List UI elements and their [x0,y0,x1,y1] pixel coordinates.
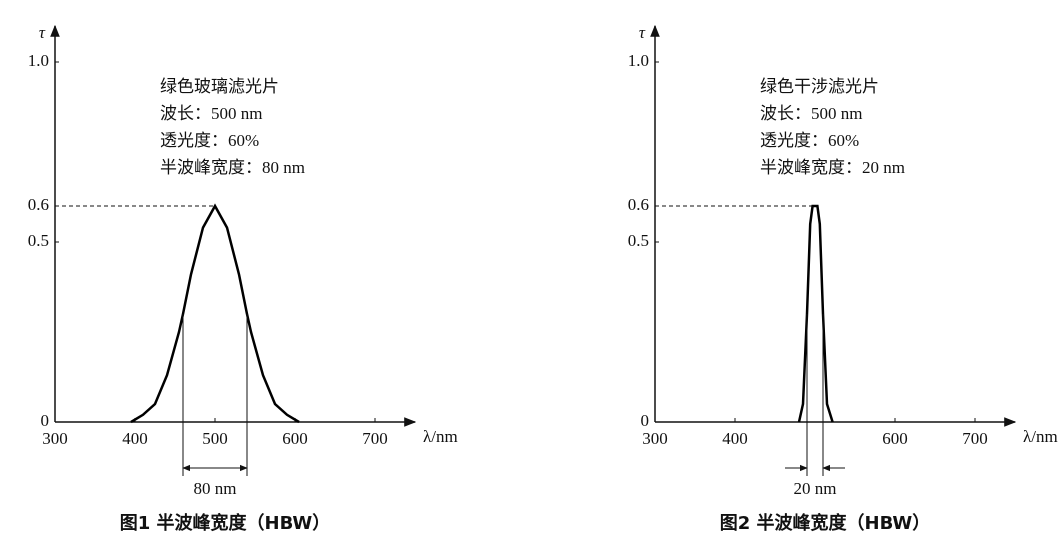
x-tick-label: 700 [362,429,388,448]
x-tick-label: 400 [122,429,148,448]
x-tick-label: 600 [882,429,908,448]
y-tick-label: 0 [41,411,50,430]
x-tick-label: 700 [962,429,988,448]
chart-title: 图1 半波峰宽度（HBW） [120,512,330,534]
curve [797,204,834,423]
x-tick-label: 300 [42,429,68,448]
annotation: 半波峰宽度：20 nm [760,158,905,177]
y-tick-label: 0.5 [628,231,649,250]
x-tick-label: 400 [722,429,748,448]
y-tick-label: 1.0 [28,51,49,70]
annotation: 半波峰宽度：80 nm [160,158,305,177]
x-tick-label: 300 [642,429,668,448]
annotation: 波长：500 nm [760,104,862,123]
y-tick-label: 0.5 [28,231,49,250]
y-tick-label: 0.6 [28,195,49,214]
annotation: 透光度：60% [760,131,859,150]
y-tick-label: 0 [641,411,650,430]
annotation: 波长：500 nm [160,104,262,123]
annotation: 绿色玻璃滤光片 [160,77,279,96]
x-axis-label: λ/nm [1023,427,1058,446]
annotation: 绿色干涉滤光片 [760,77,879,96]
annotation: 透光度：60% [160,131,259,150]
y-tick-label: 1.0 [628,51,649,70]
chart-title: 图2 半波峰宽度（HBW） [720,512,930,534]
x-tick-label: 500 [202,429,228,448]
hbw-label: 80 nm [194,479,237,498]
y-axis-label: τ [639,23,646,42]
hbw-label: 20 nm [794,479,837,498]
y-tick-label: 0.6 [628,195,649,214]
x-axis-label: λ/nm [423,427,458,446]
y-axis-label: τ [39,23,46,42]
x-tick-label: 600 [282,429,308,448]
curve [130,203,300,424]
